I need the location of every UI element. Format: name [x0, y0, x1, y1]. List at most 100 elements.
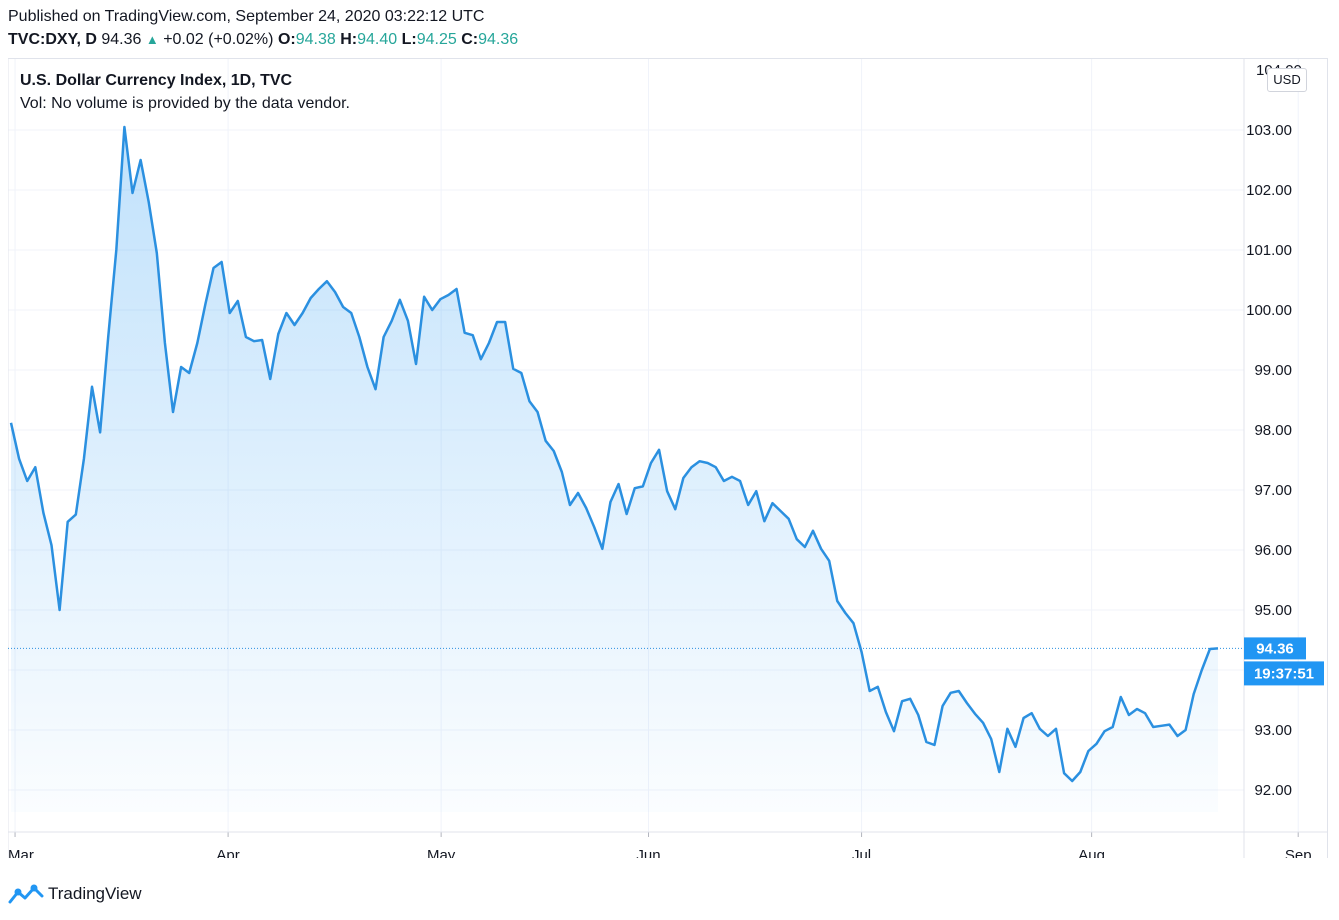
close-label: C:	[461, 31, 479, 48]
price-point	[503, 320, 507, 324]
chart-frame[interactable]: 92.00 93.00 95.00 96.00 97.00 98.00 99.00 100.0…	[7, 58, 1328, 864]
x-tick-label: Mar	[8, 847, 34, 858]
price-point	[293, 323, 297, 327]
last-price-tag	[1244, 637, 1306, 660]
close-value: 94.36	[478, 31, 519, 48]
price-point	[908, 697, 912, 701]
price-point	[301, 311, 305, 315]
price-point	[1038, 727, 1042, 731]
x-tick-label: Jun	[636, 847, 660, 858]
price-point	[681, 476, 685, 480]
price-point	[487, 341, 491, 345]
price-point	[1005, 727, 1009, 731]
price-point	[252, 339, 256, 343]
price-point	[147, 200, 151, 204]
price-point	[268, 377, 272, 381]
price-point	[220, 260, 224, 264]
price-point	[357, 335, 361, 339]
price-point	[1078, 770, 1082, 774]
price-point	[106, 335, 110, 339]
countdown-tag-label: 19:37:51	[1254, 665, 1314, 682]
price-point	[74, 513, 78, 517]
price-point	[17, 457, 21, 461]
y-tick-label: 99.00	[1254, 362, 1292, 379]
price-point	[1151, 725, 1155, 729]
price-point	[212, 266, 216, 270]
price-point	[916, 713, 920, 717]
price-point	[1086, 749, 1090, 753]
price-point	[965, 701, 969, 705]
high-value: 94.40	[357, 31, 398, 48]
currency-button[interactable]: USD	[1267, 68, 1307, 92]
price-point	[608, 500, 612, 504]
price-point	[455, 287, 459, 291]
price-point	[819, 547, 823, 551]
price-point	[82, 457, 86, 461]
price-point	[1208, 647, 1212, 651]
price-point	[122, 125, 126, 129]
x-tick-label: Jul	[852, 847, 871, 858]
x-tick-label: May	[427, 847, 456, 858]
high-label: H:	[340, 31, 358, 48]
price-point	[560, 470, 564, 474]
footer-brand[interactable]: TradingView	[8, 884, 142, 904]
price-point	[284, 311, 288, 315]
price-point	[139, 158, 143, 162]
price-point	[179, 365, 183, 369]
open-value: 94.38	[295, 31, 336, 48]
y-tick-label: 98.00	[1254, 422, 1292, 439]
price-point	[536, 410, 540, 414]
price-point	[633, 486, 637, 490]
price-point	[446, 293, 450, 297]
price-point	[341, 305, 345, 309]
price-point	[803, 545, 807, 549]
price-point	[584, 506, 588, 510]
price-point	[568, 503, 572, 507]
chart-title: U.S. Dollar Currency Index, 1D, TVC	[20, 72, 293, 89]
quote-bar: TVC:DXY, D 94.36 ▲ +0.02 (+0.02%) O:94.3…	[8, 31, 518, 49]
price-point	[1030, 711, 1034, 715]
price-point	[228, 311, 232, 315]
price-point	[25, 479, 29, 483]
price-point	[843, 611, 847, 615]
y-tick-label: 100.00	[1246, 302, 1292, 319]
x-tick-label: Apr	[216, 847, 239, 858]
price-point	[66, 520, 70, 524]
price-point	[495, 320, 499, 324]
price-point	[171, 410, 175, 414]
y-tick-label: 95.00	[1254, 602, 1292, 619]
price-point	[1159, 724, 1163, 728]
last-price-tag-label: 94.36	[1256, 640, 1294, 657]
last-price: 94.36	[101, 31, 142, 48]
y-tick-label: 93.00	[1254, 722, 1292, 739]
price-point	[438, 297, 442, 301]
price-point	[1143, 711, 1147, 715]
price-point	[932, 743, 936, 747]
price-point	[1054, 727, 1058, 731]
price-point	[406, 319, 410, 323]
tradingview-logo-icon	[8, 884, 44, 904]
price-point	[673, 507, 677, 511]
price-point	[779, 509, 783, 513]
price-point	[860, 650, 864, 654]
price-line[interactable]	[9, 125, 1219, 783]
price-point	[260, 338, 264, 342]
price-point	[1167, 723, 1171, 727]
price-point	[374, 387, 378, 391]
low-label: L:	[401, 31, 417, 48]
price-point	[1094, 742, 1098, 746]
price-point	[50, 543, 54, 547]
price-point	[949, 691, 953, 695]
price-point	[365, 365, 369, 369]
price-point	[317, 287, 321, 291]
price-point	[422, 295, 426, 299]
published-caption: Published on TradingView.com, September …	[8, 8, 485, 25]
price-point	[236, 299, 240, 303]
price-point	[333, 290, 337, 294]
price-point	[973, 712, 977, 716]
y-tick-label: 92.00	[1254, 782, 1292, 799]
price-point	[114, 248, 118, 252]
price-chart[interactable]: 92.00 93.00 95.00 96.00 97.00 98.00 99.00 100.0…	[7, 58, 1328, 864]
price-point	[430, 308, 434, 312]
price-point	[552, 449, 556, 453]
